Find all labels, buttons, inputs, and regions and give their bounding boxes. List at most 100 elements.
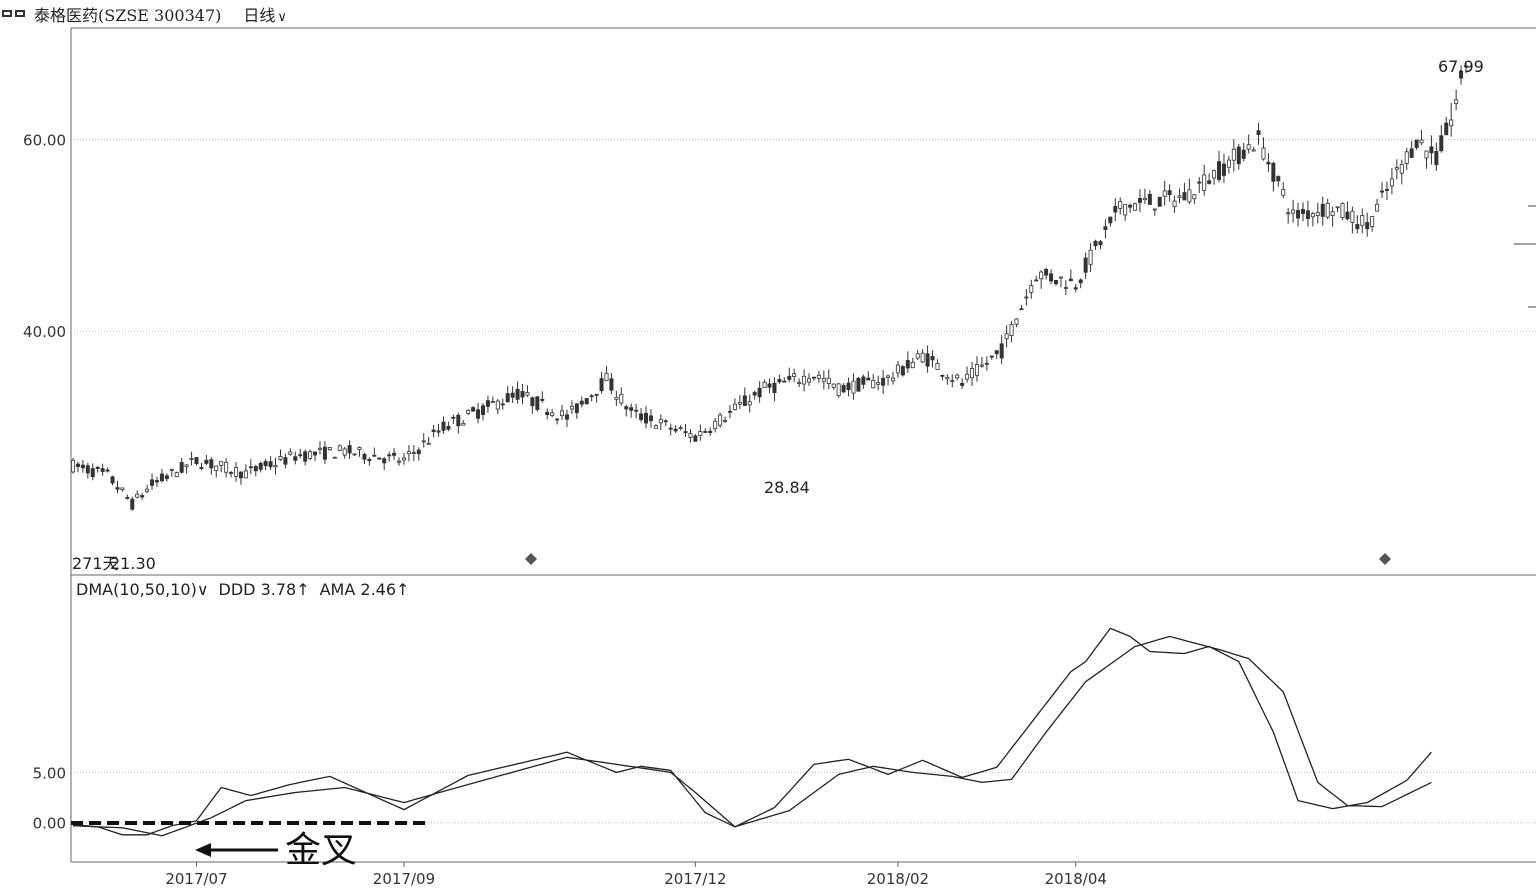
candle-body [579, 400, 584, 405]
candle-body [1424, 150, 1429, 159]
candle-body [243, 470, 248, 479]
candle-body [278, 456, 283, 460]
candle-body [752, 392, 757, 396]
period-selector[interactable]: 日线 ∨ [243, 2, 287, 26]
candle-body [1088, 249, 1093, 265]
candle-body [1004, 333, 1009, 340]
candle-body [1350, 210, 1355, 223]
candle-body [1014, 318, 1019, 325]
candle-body [886, 375, 891, 378]
candle-body [624, 406, 629, 410]
candle-body [253, 466, 258, 472]
candle-body [1133, 203, 1138, 211]
candle-body [1118, 201, 1123, 209]
candle-body [1054, 279, 1059, 285]
candle-body [1241, 149, 1246, 159]
candle-body [925, 353, 930, 367]
candle-body [1177, 195, 1182, 198]
ama-value: AMA 2.46↑ [320, 580, 410, 599]
candle-body [1009, 324, 1014, 337]
candle-body [747, 401, 752, 406]
candle-body [772, 382, 777, 393]
candle-body [392, 452, 397, 456]
candle-body [890, 377, 895, 382]
candle-body [342, 448, 347, 456]
candle-body [1271, 162, 1276, 182]
candle-body [604, 372, 609, 382]
event-diamond-icon[interactable] [525, 553, 537, 565]
candle-body [1281, 189, 1286, 196]
candle-body [1207, 180, 1212, 184]
candle-body [989, 355, 994, 358]
chart-header: 泰格医药(SZSE 300347) 日线 ∨ [0, 0, 1536, 28]
candle-body [693, 435, 698, 442]
candle-body [1286, 212, 1291, 215]
candle-body [1236, 146, 1241, 165]
candle-body [970, 368, 975, 379]
candle-body [866, 377, 871, 381]
candle-body [397, 460, 402, 463]
candle-body [920, 352, 925, 363]
candle-body [540, 398, 545, 401]
link-icon[interactable] [2, 8, 28, 20]
candle-body [387, 454, 392, 457]
candle-body [555, 418, 560, 421]
candle-body [797, 382, 802, 384]
candle-body [308, 451, 313, 459]
candle-body [1330, 211, 1335, 216]
golden-cross-label: 金叉 [285, 830, 357, 871]
candle-body [1409, 148, 1414, 158]
candle-body [441, 421, 446, 431]
candle-body [895, 364, 900, 374]
period-label: 日线 [243, 6, 276, 25]
candle-body [317, 447, 322, 450]
candle-body [861, 376, 866, 385]
candle-body [214, 465, 219, 472]
candle-body [960, 382, 965, 386]
candle-body [950, 380, 955, 383]
candle-body [663, 420, 668, 423]
candle-body [1375, 203, 1380, 212]
candle-body [451, 416, 456, 419]
candle-body [1098, 241, 1103, 246]
candle-body [1137, 198, 1142, 203]
candle-body [1384, 188, 1389, 191]
indicator-legend: DMA(10,50,10)∨ DDD 3.78↑ AMA 2.46↑ [76, 580, 409, 599]
candle-body [204, 459, 209, 464]
candle-body [876, 382, 881, 385]
candle-body [713, 420, 718, 430]
chevron-down-icon: ∨ [196, 580, 209, 599]
event-diamond-icon[interactable] [1379, 553, 1391, 565]
candle-body [1429, 146, 1434, 154]
candle-body [1296, 210, 1301, 219]
x-tick-label: 2017/07 [165, 870, 227, 888]
candle-body [219, 461, 224, 466]
candle-body [727, 410, 732, 413]
candle-body [614, 396, 619, 400]
candle-body [930, 356, 935, 361]
candle-body [80, 464, 85, 469]
candle-body [1187, 189, 1192, 203]
x-tick-label: 2018/02 [867, 870, 929, 888]
candle-body [1217, 161, 1222, 180]
candle-body [757, 387, 762, 398]
candle-body [234, 466, 239, 477]
candle-body [935, 362, 940, 370]
candle-body [1459, 70, 1464, 79]
candle-body [1389, 178, 1394, 187]
candle-body [179, 462, 184, 473]
candle-body [362, 453, 367, 460]
candle-body [110, 476, 115, 484]
candle-body [471, 407, 476, 412]
candle-body [1093, 240, 1098, 247]
candle-body [1147, 193, 1152, 205]
indicator-selector[interactable]: DMA(10,50,10)∨ [76, 580, 209, 599]
candle-body [678, 427, 683, 429]
candle-body [698, 431, 703, 437]
candle-body [169, 469, 174, 471]
candle-body [1320, 203, 1325, 217]
candle-body [1345, 211, 1350, 220]
candle-body [708, 430, 713, 434]
candle-body [85, 465, 90, 474]
